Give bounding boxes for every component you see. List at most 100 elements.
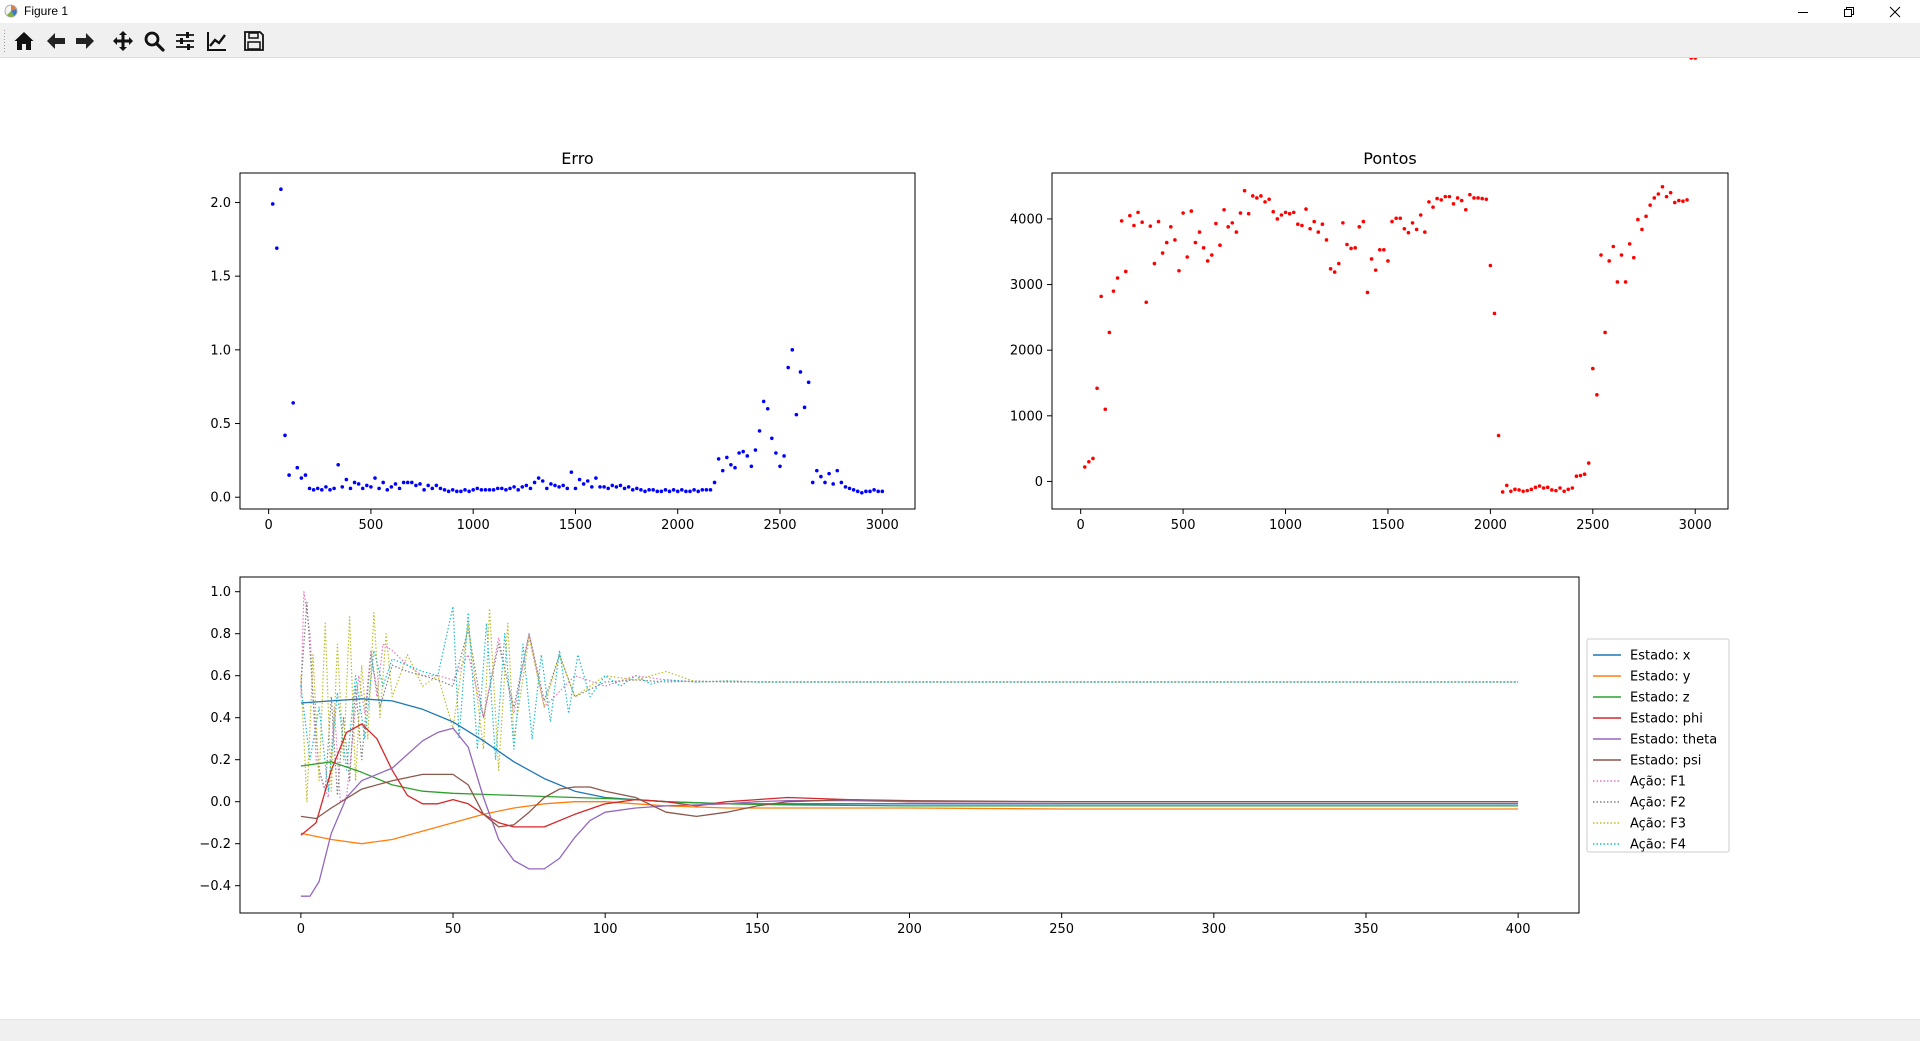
data-point	[1595, 393, 1599, 397]
data-point	[708, 488, 713, 492]
toolbar-grip-icon	[4, 30, 5, 52]
data-point	[1246, 211, 1251, 216]
subplot-states: 0 50 100 150 200 250 300 350 400 −0.4 −0.2 0.0 0.2 0.…	[199, 576, 1730, 937]
data-point	[618, 483, 623, 488]
data-point	[1259, 194, 1263, 198]
data-point	[356, 482, 361, 486]
y-tick-label: 0.5	[210, 417, 231, 432]
data-point	[1611, 244, 1616, 249]
data-point	[823, 480, 827, 485]
data-point	[1570, 486, 1575, 490]
data-point	[455, 489, 459, 494]
home-button[interactable]	[11, 28, 37, 54]
close-button[interactable]	[1872, 0, 1918, 23]
data-point	[1140, 220, 1144, 225]
data-point	[1648, 203, 1652, 207]
back-button[interactable]	[43, 28, 69, 54]
data-point	[1468, 192, 1472, 197]
series-line-0	[300, 698, 1519, 805]
data-point	[585, 479, 590, 483]
forward-button[interactable]	[72, 28, 98, 54]
save-figure-button[interactable]	[241, 28, 267, 54]
data-point	[1324, 238, 1329, 242]
minimize-button[interactable]	[1780, 0, 1826, 23]
data-point	[614, 485, 619, 489]
data-point	[590, 485, 594, 489]
figure: Erro 0 500 1000 1500 2000 2500 30000.00.51.01.…	[199, 56, 1730, 937]
figure-canvas[interactable]: Erro 0 500 1000 1500 2000 2500 3000 0.0 0.5 1.0 1.…	[0, 56, 1920, 1018]
edit-axis-button[interactable]	[204, 28, 230, 54]
data-point	[1578, 473, 1583, 478]
data-point	[749, 464, 754, 469]
data-point	[270, 202, 275, 206]
data-point	[1394, 216, 1398, 221]
x-tick-label: 1000	[1269, 518, 1302, 533]
data-point	[655, 489, 660, 494]
zoom-button[interactable]	[141, 28, 167, 54]
restore-button[interactable]	[1826, 0, 1872, 23]
data-point	[667, 489, 672, 494]
data-point	[610, 483, 615, 488]
data-point	[315, 486, 320, 491]
data-point	[1345, 242, 1349, 247]
series-group	[300, 591, 1519, 897]
data-point	[1631, 255, 1636, 260]
x-tick-label: 1500	[1371, 518, 1404, 533]
data-point	[1099, 294, 1103, 299]
data-point	[397, 486, 402, 491]
data-point	[1279, 213, 1284, 217]
data-point	[401, 480, 406, 485]
data-point	[1574, 474, 1579, 478]
data-point	[594, 476, 598, 480]
data-point	[1615, 280, 1620, 284]
data-point	[299, 476, 304, 480]
data-point	[1107, 330, 1112, 335]
data-point	[1250, 194, 1255, 198]
data-point	[1173, 238, 1177, 242]
x-tick-label: 1000	[457, 518, 490, 533]
data-point	[516, 488, 520, 492]
data-point	[778, 464, 782, 469]
data-point	[332, 486, 336, 491]
pan-button[interactable]	[110, 28, 136, 54]
y-tick-label: −0.2	[199, 837, 231, 852]
data-point	[1271, 209, 1276, 214]
window-title: Figure 1	[24, 4, 69, 18]
x-tick-label: 100	[593, 922, 618, 937]
x-tick-label: 350	[1354, 922, 1379, 937]
legend-label: Estado: z	[1630, 691, 1690, 706]
chart-title-pontos: Pontos	[1363, 149, 1416, 168]
data-point	[581, 482, 586, 486]
data-point	[279, 187, 283, 192]
data-point	[630, 488, 635, 492]
series-line-9	[300, 605, 1519, 792]
data-point	[450, 488, 455, 492]
data-point	[684, 489, 688, 494]
data-point	[1230, 221, 1235, 225]
data-point	[1423, 230, 1427, 234]
data-point	[770, 436, 774, 441]
data-point	[1308, 226, 1312, 231]
data-point	[549, 482, 553, 486]
move-icon	[113, 31, 133, 51]
data-point	[324, 485, 328, 489]
configure-subplots-button[interactable]	[172, 28, 198, 54]
data-point	[1320, 222, 1325, 226]
data-point	[1336, 261, 1341, 266]
data-point	[626, 485, 631, 489]
data-point	[1287, 211, 1292, 216]
data-point	[1668, 190, 1673, 195]
data-point	[847, 486, 852, 491]
data-point	[307, 486, 312, 491]
data-point	[704, 488, 709, 492]
data-point	[1529, 487, 1534, 492]
data-point	[1111, 289, 1116, 293]
data-point	[1591, 366, 1595, 371]
data-point	[1455, 196, 1460, 200]
data-point	[1291, 210, 1296, 215]
data-point	[1283, 210, 1288, 215]
data-point	[725, 455, 729, 460]
data-point	[1550, 488, 1554, 492]
data-point	[393, 482, 398, 486]
data-point	[287, 473, 291, 477]
